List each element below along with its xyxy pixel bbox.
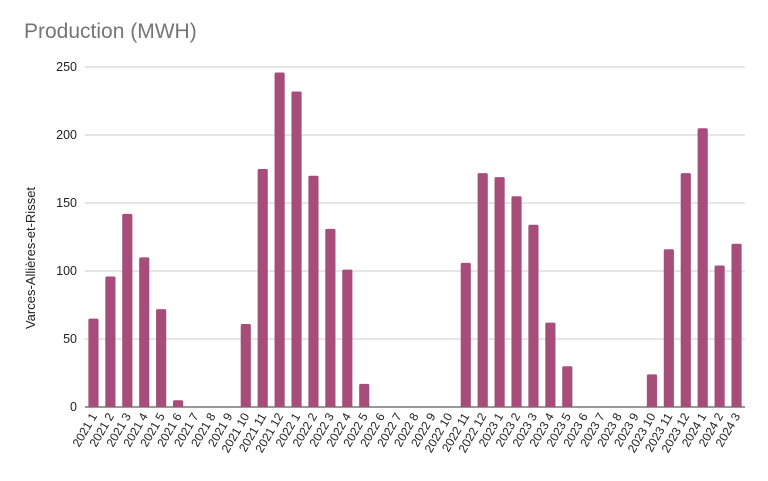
bar bbox=[156, 309, 167, 407]
bar bbox=[308, 175, 319, 407]
bar bbox=[139, 257, 150, 407]
bar bbox=[122, 213, 133, 407]
bar bbox=[714, 265, 725, 407]
bar bbox=[731, 243, 742, 407]
bar bbox=[545, 322, 556, 407]
bar bbox=[697, 128, 708, 407]
bar bbox=[173, 400, 184, 407]
bar bbox=[359, 383, 370, 407]
gridlines bbox=[85, 66, 745, 408]
bar bbox=[477, 173, 488, 407]
y-tick-label: 250 bbox=[56, 60, 77, 74]
y-tick-label: 200 bbox=[56, 128, 77, 142]
bar bbox=[325, 228, 336, 407]
bar bbox=[291, 91, 302, 407]
bar bbox=[105, 276, 116, 407]
y-axis-label: Varces-Allières-et-Risset bbox=[23, 187, 38, 329]
bar bbox=[511, 196, 522, 407]
bar bbox=[528, 224, 539, 407]
bar bbox=[562, 366, 573, 407]
y-tick-label: 150 bbox=[56, 196, 77, 210]
bar bbox=[494, 177, 505, 407]
chart-title: Production (MWH) bbox=[24, 20, 197, 43]
y-tick-label: 100 bbox=[56, 264, 77, 278]
bar bbox=[460, 262, 471, 407]
y-axis-ticks: 0 50 100 150 200 250 bbox=[56, 60, 77, 414]
bar bbox=[342, 269, 353, 407]
bar bbox=[240, 324, 251, 407]
y-tick-label: 0 bbox=[70, 400, 77, 414]
bar bbox=[663, 249, 674, 407]
y-tick-label: 50 bbox=[63, 332, 77, 346]
bar bbox=[257, 169, 268, 407]
bar bbox=[274, 72, 285, 407]
bar bbox=[646, 374, 657, 407]
bars bbox=[88, 72, 742, 407]
bar bbox=[680, 173, 691, 407]
bar bbox=[88, 318, 99, 407]
